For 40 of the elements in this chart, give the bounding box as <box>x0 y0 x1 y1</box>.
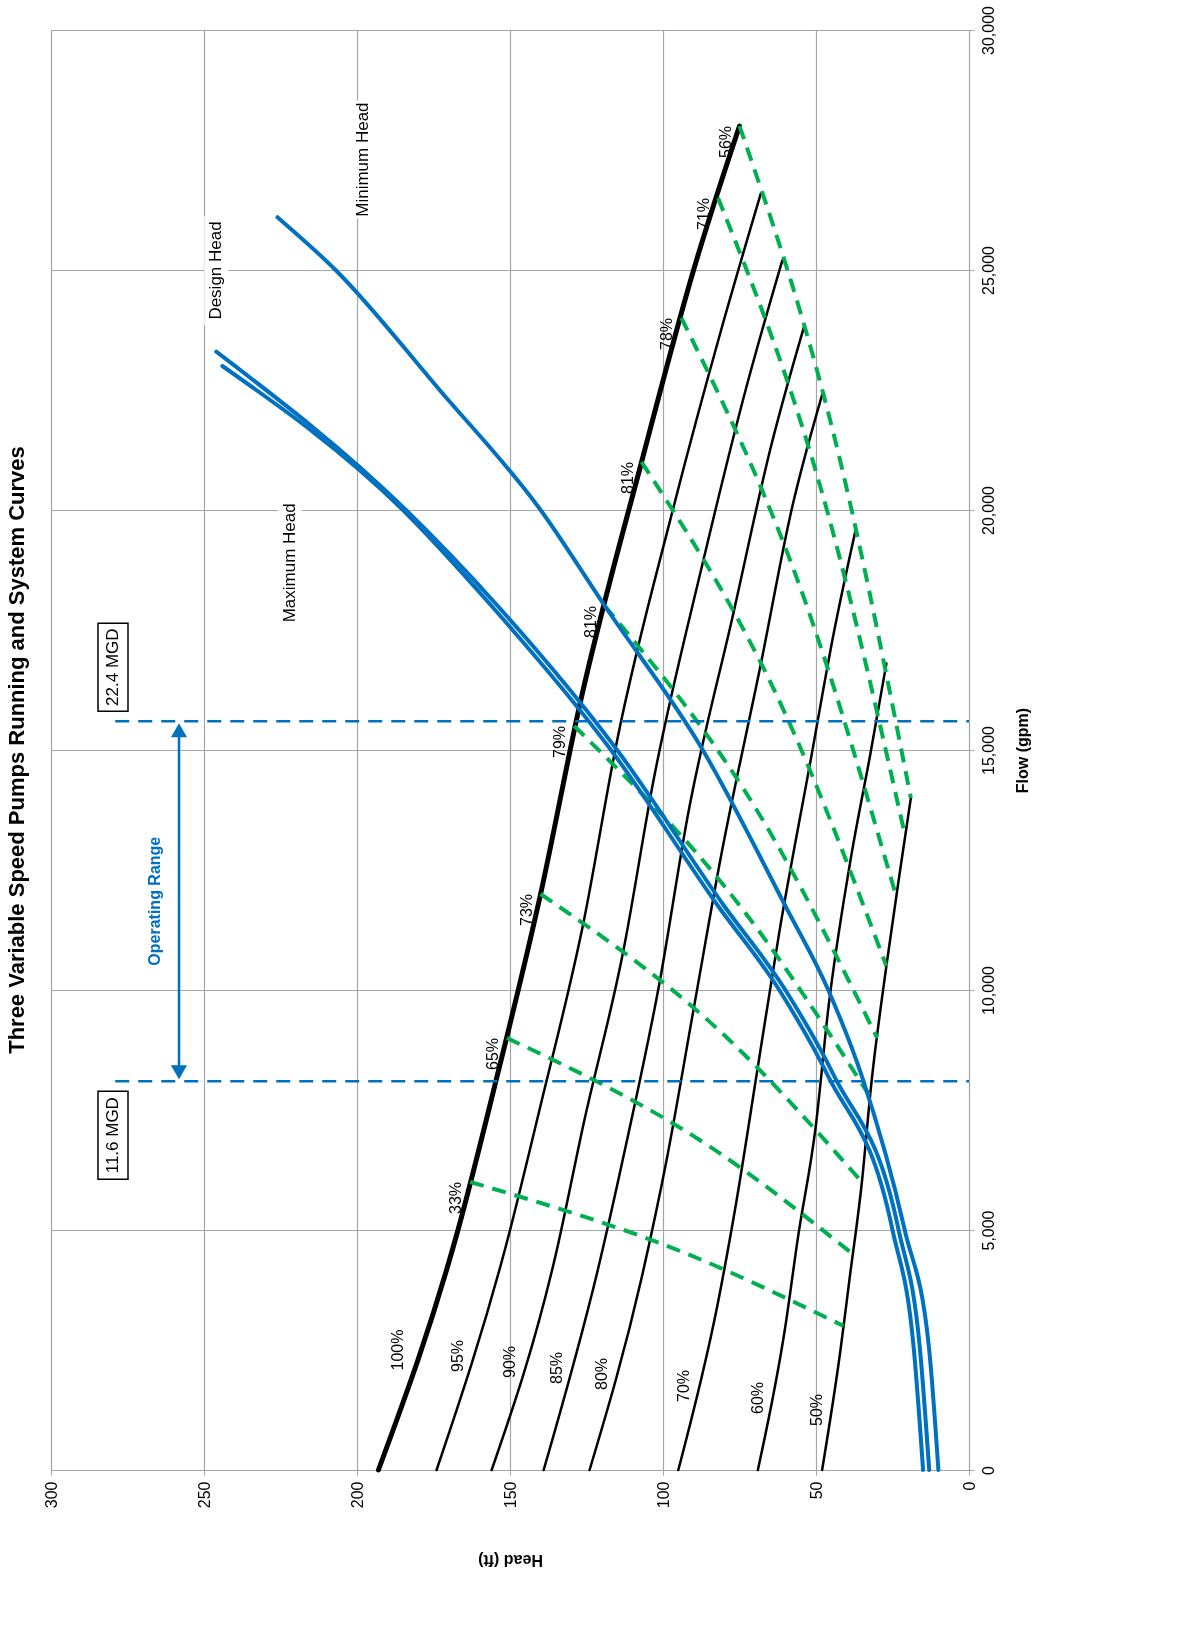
text: 73% <box>517 893 535 927</box>
y-tick-label: 10,000 <box>979 965 997 1015</box>
text: 95% <box>448 1339 466 1373</box>
ref-line-label: 11.6 MGD <box>103 1097 122 1174</box>
text: 33% <box>447 1181 465 1215</box>
x-tick-label: 150 <box>501 1481 519 1509</box>
text: 85% <box>548 1351 566 1385</box>
text: 81% <box>581 605 599 639</box>
y-tick-label: 15,000 <box>979 725 997 775</box>
line-series <box>435 191 763 1472</box>
text: 70% <box>675 1369 693 1403</box>
text: 50% <box>808 1393 826 1427</box>
y-axis-title: Flow (gpm) <box>1013 707 1031 794</box>
text: 78% <box>658 317 676 351</box>
text: Three Variable Speed Pumps Running and System Curves <box>4 446 29 1054</box>
y-tick-label: 5,000 <box>979 1210 997 1251</box>
y-tick-label: 20,000 <box>979 485 997 535</box>
x-tick-label: 100 <box>654 1481 672 1509</box>
y-tick-label: 0 <box>979 1465 997 1475</box>
x-tick-label: 50 <box>807 1481 825 1500</box>
text: 81% <box>618 461 636 495</box>
y-tick-label: 30,000 <box>979 5 997 55</box>
x-tick-label: 0 <box>960 1481 978 1491</box>
annotation: Operating Range <box>146 836 163 966</box>
text: 79% <box>551 725 569 759</box>
y-tick-label: 25,000 <box>979 245 997 295</box>
text: 80% <box>592 1357 610 1391</box>
text: 100% <box>389 1329 407 1371</box>
line-series <box>820 796 913 1472</box>
x-tick-label: 300 <box>42 1481 60 1509</box>
x-tick-label: 200 <box>348 1481 366 1509</box>
text: 60% <box>748 1381 766 1415</box>
ref-line-label: 22.4 MGD <box>103 628 122 706</box>
annotation: Design Head <box>206 221 226 320</box>
annotation: Maximum Head <box>279 503 299 623</box>
annotation: Minimum Head <box>353 102 373 217</box>
x-axis-title: Head (ft) <box>478 1552 543 1570</box>
text: 90% <box>500 1345 518 1379</box>
text: 65% <box>483 1037 501 1071</box>
x-tick-label: 250 <box>195 1481 213 1509</box>
